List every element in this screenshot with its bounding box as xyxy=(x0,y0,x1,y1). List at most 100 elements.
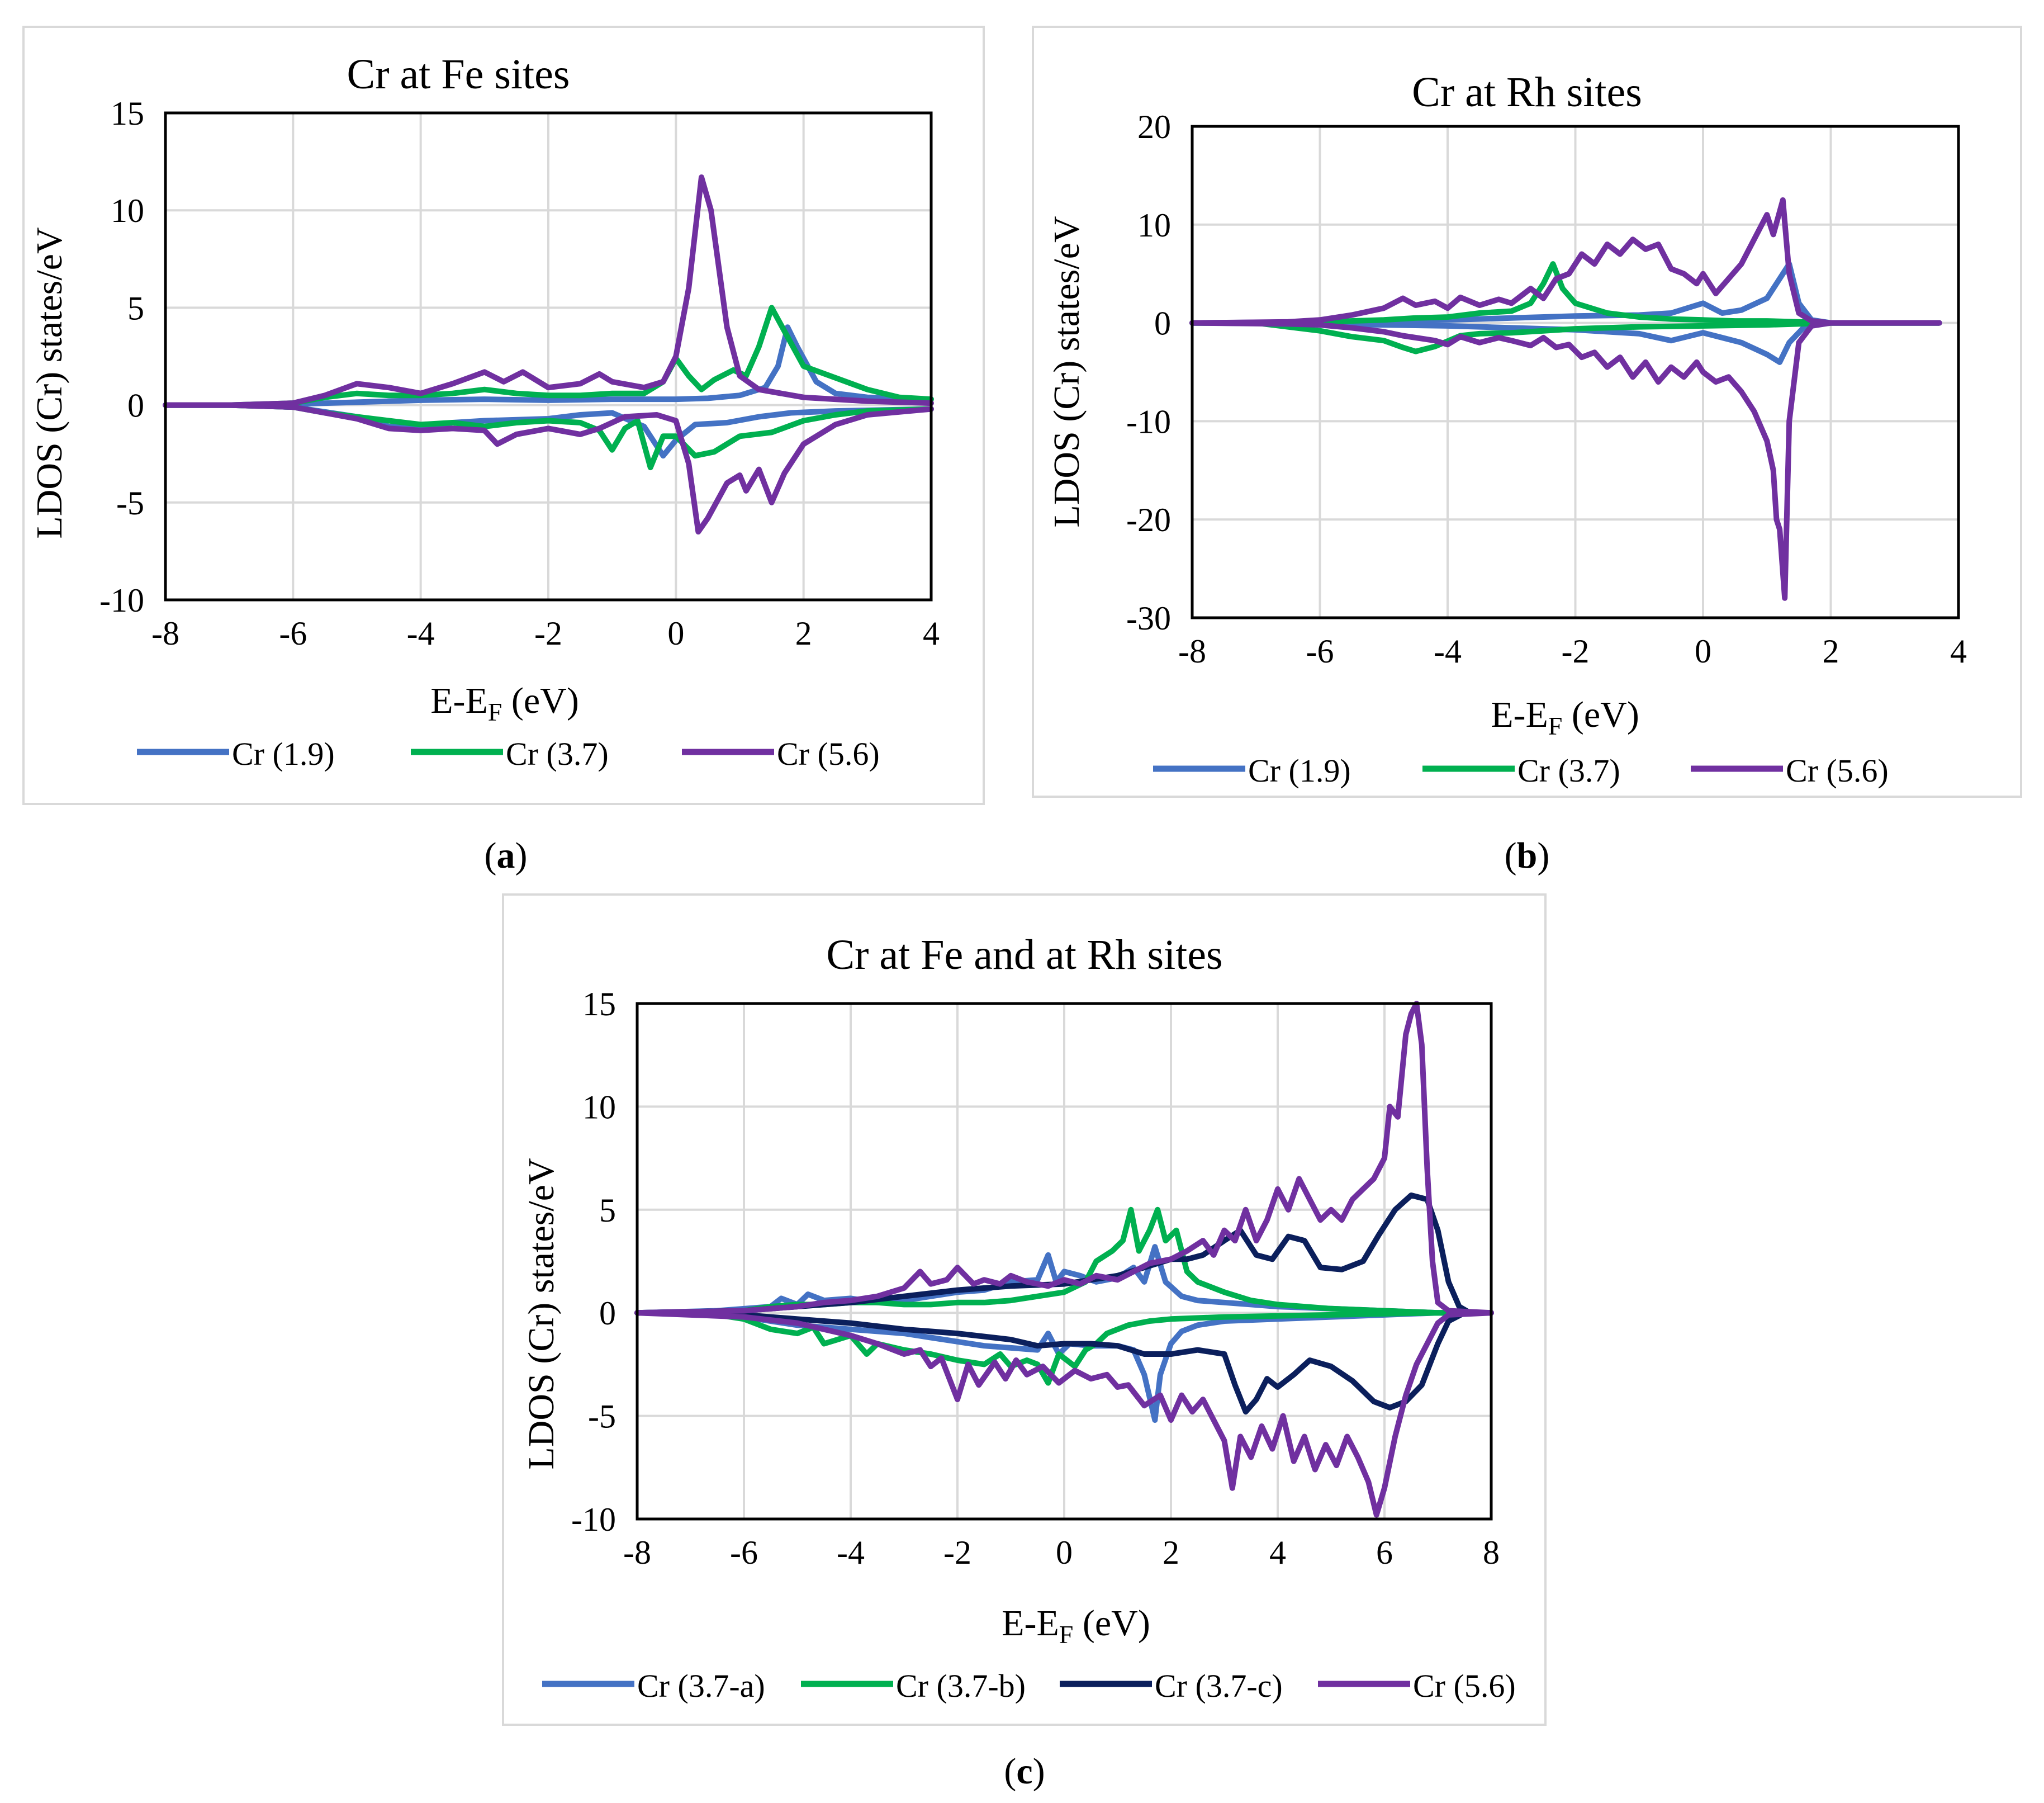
svg-text:Cr (3.7-c): Cr (3.7-c) xyxy=(1155,1668,1283,1704)
series-line-cr-5.6-down xyxy=(634,1310,1494,1518)
legend-item-cr-3.7: Cr (3.7) xyxy=(1422,753,1620,789)
svg-text:Cr (3.7-a): Cr (3.7-a) xyxy=(637,1668,765,1704)
x-tick-label: -2 xyxy=(1562,633,1590,670)
y-tick-label: -10 xyxy=(571,1501,616,1538)
legend-item-cr-1.9: Cr (1.9) xyxy=(1153,753,1351,789)
series-line-cr-1.9-down xyxy=(1189,320,1942,365)
panel-c-y-axis-label: LDOS (Cr) states/eV xyxy=(521,1158,562,1469)
series-line-cr-1.9-up xyxy=(1189,261,1942,326)
x-tick-label: 2 xyxy=(1823,633,1839,670)
series-line-cr-5.6-up xyxy=(163,174,934,408)
y-tick-label: -10 xyxy=(1126,403,1171,440)
y-tick-label: 5 xyxy=(127,290,144,326)
legend-item-cr-5.6: Cr (5.6) xyxy=(1691,753,1889,789)
legend-item-cr-1.9: Cr (1.9) xyxy=(137,736,335,772)
y-tick-label: 0 xyxy=(599,1295,616,1332)
x-tick-label: -8 xyxy=(623,1534,651,1571)
panel-a: Cr at Fe sites LDOS (Cr) states/eV -8 -6 -… xyxy=(22,26,985,805)
y-tick-label: 10 xyxy=(582,1089,616,1125)
svg-text:Cr (1.9): Cr (1.9) xyxy=(1248,753,1351,789)
legend-item-cr-3.7: Cr (3.7) xyxy=(411,736,609,772)
y-tick-label: 10 xyxy=(1137,207,1171,244)
y-tick-label: 15 xyxy=(111,95,144,132)
x-tick-label: -8 xyxy=(151,615,179,652)
panel-b-series-lines xyxy=(1189,197,1942,601)
series-line-cr-5.6-down xyxy=(163,402,934,535)
svg-text:LDOS (Cr) states/eV: LDOS (Cr) states/eV xyxy=(29,227,70,538)
svg-text:Cr (3.7): Cr (3.7) xyxy=(1517,753,1620,789)
legend-item-cr-3.7-c: Cr (3.7-c) xyxy=(1060,1668,1283,1704)
x-tick-label: -4 xyxy=(1434,633,1462,670)
panel-a-series-lines xyxy=(163,174,934,535)
panel-b-legend: Cr (1.9) Cr (3.7) Cr (5.6) xyxy=(1153,753,1889,789)
x-tick-label: -4 xyxy=(837,1534,865,1571)
series-line-cr-1.9-up xyxy=(163,324,934,408)
x-tick-label: 6 xyxy=(1376,1534,1393,1571)
panel-b-y-axis-label: LDOS (Cr) states/eV xyxy=(1046,216,1087,527)
panel-b-caption: (b) xyxy=(1505,835,1550,876)
y-tick-label: -20 xyxy=(1126,501,1171,538)
panel-a-plot-border xyxy=(164,111,933,602)
panel-a-frame xyxy=(22,26,985,805)
x-tick-label: 4 xyxy=(1950,633,1967,670)
y-tick-label: 0 xyxy=(1154,305,1171,342)
svg-text:Cr (5.6): Cr (5.6) xyxy=(1786,753,1889,789)
panel-c-x-axis-label: E-EF (eV) xyxy=(1002,1603,1150,1649)
svg-text:Cr (5.6): Cr (5.6) xyxy=(1413,1668,1516,1704)
svg-text:Cr (3.7): Cr (3.7) xyxy=(506,736,609,772)
series-line-cr-5.6-up xyxy=(1189,197,1942,326)
panel-c-caption: (c) xyxy=(1004,1751,1045,1792)
panel-c-legend: Cr (3.7-a) Cr (3.7-b) Cr (3.7-c) Cr (5.6… xyxy=(542,1668,1516,1704)
svg-text:LDOS (Cr) states/eV: LDOS (Cr) states/eV xyxy=(521,1158,562,1469)
y-tick-label: -10 xyxy=(99,582,144,619)
panel-b-gridlines xyxy=(1192,126,1958,618)
panel-a-tick-labels: -8 -6 -4 -2 0 2 4 -10 -5 0 5 10 15 xyxy=(99,95,940,652)
x-tick-label: -6 xyxy=(730,1534,758,1571)
series-line-cr-5.6-down xyxy=(1189,320,1942,601)
series-line-cr-3.7-down xyxy=(1189,320,1942,354)
x-tick-label: 4 xyxy=(923,615,940,652)
legend-item-cr-5.6: Cr (5.6) xyxy=(1318,1668,1516,1704)
svg-text:Cr (3.7-b): Cr (3.7-b) xyxy=(896,1668,1026,1704)
panel-c-title: Cr at Fe and at Rh sites xyxy=(826,931,1222,978)
series-line-cr-3.7-down xyxy=(163,402,934,471)
x-tick-label: 4 xyxy=(1269,1534,1286,1571)
panel-b-plot-border xyxy=(1191,125,1960,619)
x-tick-label: -8 xyxy=(1178,633,1206,670)
panel-b-frame xyxy=(1032,26,2022,798)
panel-c-series-lines xyxy=(634,1001,1494,1518)
y-tick-label: -30 xyxy=(1126,600,1171,637)
y-tick-label: -5 xyxy=(588,1398,616,1435)
panel-b-title: Cr at Rh sites xyxy=(1412,69,1642,116)
y-tick-label: -5 xyxy=(116,485,144,522)
y-tick-label: 15 xyxy=(582,986,616,1023)
series-line-cr-3.7-c-up xyxy=(634,1192,1494,1316)
panel-a-gridlines xyxy=(165,113,931,600)
y-tick-label: 10 xyxy=(111,192,144,229)
legend-item-cr-5.6: Cr (5.6) xyxy=(682,736,880,772)
x-tick-label: 2 xyxy=(1163,1534,1179,1571)
x-tick-label: -6 xyxy=(279,615,307,652)
y-tick-label: 0 xyxy=(127,387,144,424)
panel-c-plot-border xyxy=(636,1002,1493,1521)
x-tick-label: -4 xyxy=(407,615,435,652)
x-tick-label: -6 xyxy=(1306,633,1334,670)
x-tick-label: 0 xyxy=(1056,1534,1073,1571)
panel-c-frame xyxy=(502,893,1547,1726)
panel-b-x-axis-label: E-EF (eV) xyxy=(1491,694,1639,740)
x-tick-label: 0 xyxy=(1695,633,1711,670)
panel-a-y-axis-label: LDOS (Cr) states/eV xyxy=(29,227,70,538)
svg-text:Cr (5.6): Cr (5.6) xyxy=(777,736,880,772)
y-tick-label: 20 xyxy=(1137,108,1171,145)
panel-c-tick-labels: -8 -6 -4 -2 0 2 4 6 8 -10 -5 0 5 10 15 xyxy=(571,986,1500,1571)
svg-text:LDOS (Cr) states/eV: LDOS (Cr) states/eV xyxy=(1046,216,1087,527)
panel-a-title: Cr at Fe sites xyxy=(347,51,570,98)
y-tick-label: 5 xyxy=(599,1192,616,1229)
svg-text:Cr (1.9): Cr (1.9) xyxy=(232,736,335,772)
panel-a-caption: (a) xyxy=(485,835,528,876)
panel-a-x-axis-label: E-EF (eV) xyxy=(430,680,579,726)
x-tick-label: -2 xyxy=(534,615,562,652)
panel-b: Cr at Rh sites LDOS (Cr) states/eV -8 -6 -… xyxy=(1032,26,2022,798)
x-tick-label: 0 xyxy=(667,615,684,652)
